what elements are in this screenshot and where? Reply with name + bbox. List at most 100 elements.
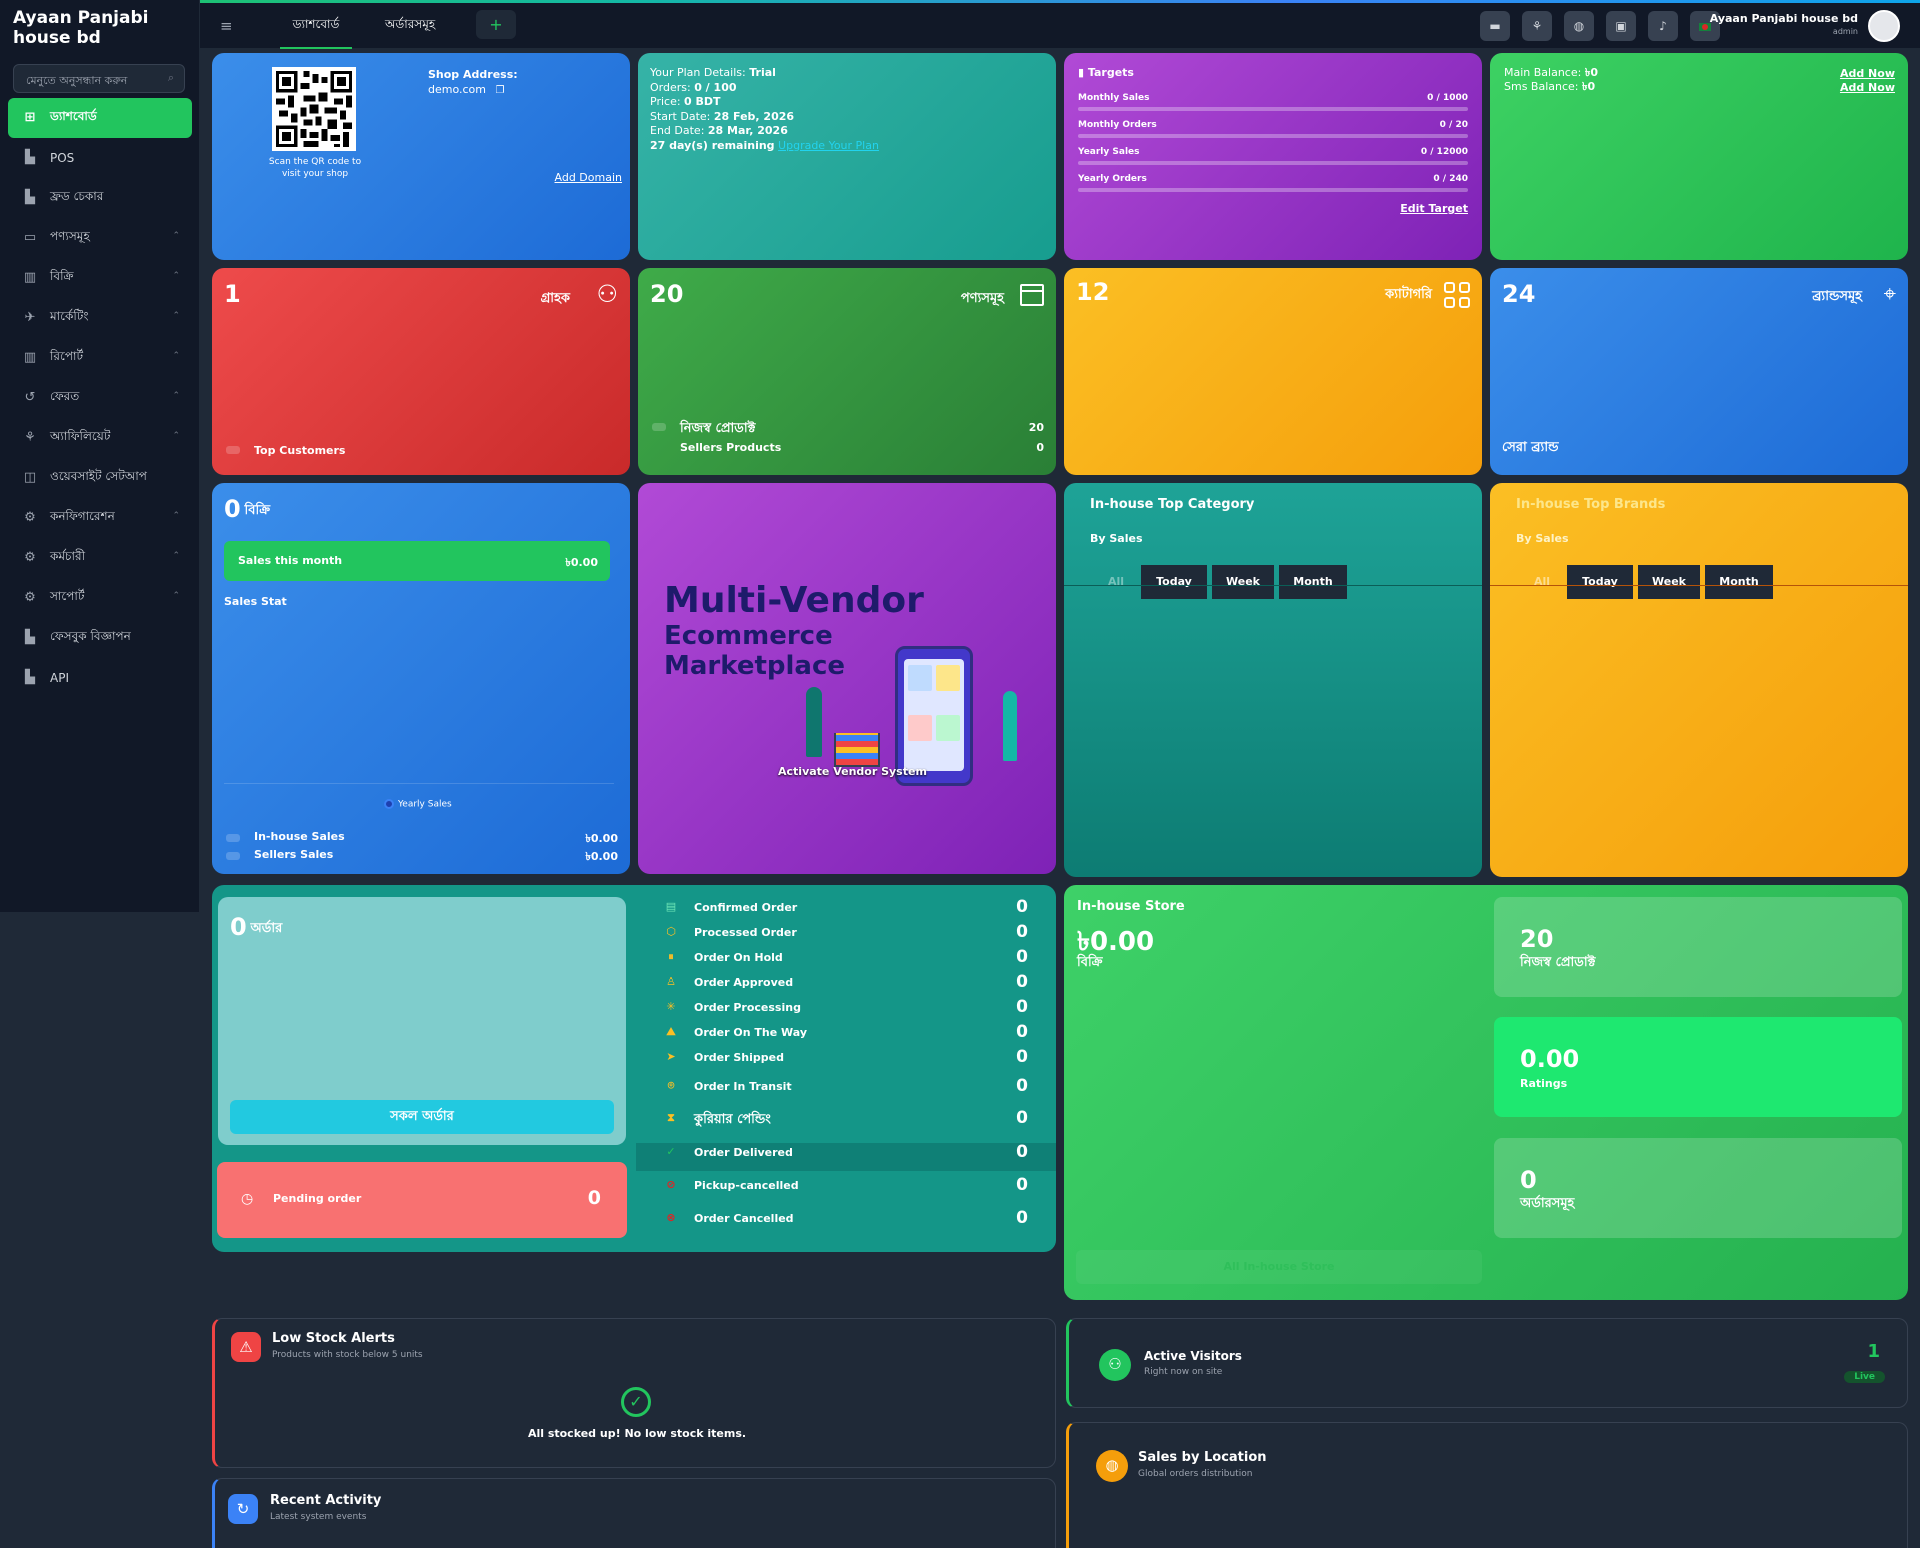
chevron-up-icon: ⌃ (172, 511, 180, 521)
globe-icon[interactable]: ◍ (1564, 11, 1594, 41)
low-stock-title: Low Stock Alerts (272, 1331, 395, 1346)
add-domain-link[interactable]: Add Domain (554, 171, 622, 184)
sidebar-item-8[interactable]: ⚘ অ্যাফিলিয়েট ⌃ (8, 418, 192, 458)
visitors-subtitle: Right now on site (1144, 1367, 1223, 1377)
category-filter-today[interactable]: Today (1141, 565, 1207, 599)
brand-filter-month[interactable]: Month (1705, 565, 1773, 599)
sidebar-item-13[interactable]: ▙ ফেসবুক বিজ্ঞাপন (8, 618, 192, 658)
customers-card[interactable]: 1 গ্রাহক ⚇ Top Customers (212, 268, 630, 475)
language-flag-icon[interactable] (1690, 11, 1720, 41)
sidebar-item-14[interactable]: ▙ API (8, 658, 192, 698)
target-progress-bar (1078, 107, 1468, 111)
order-status-row[interactable]: ⊘ Pickup-cancelled 0 (636, 1175, 1056, 1198)
balance-card: Main Balance: ৳0 Sms Balance: ৳0 Add Now… (1490, 53, 1908, 260)
refresh-icon: ↻ (228, 1494, 258, 1524)
sidebar-item-3[interactable]: ▭ পণ্যসমূহ ⌃ (8, 218, 192, 258)
chevron-up-icon: ⌃ (172, 591, 180, 601)
order-status-row[interactable]: ➤ Order Shipped 0 (636, 1047, 1056, 1070)
order-status-row[interactable]: ⛰ Order On The Way 0 (636, 1022, 1056, 1045)
hamburger-menu-icon[interactable]: ≡ (220, 17, 233, 35)
sales-chart-legend[interactable]: Yearly Sales (384, 799, 452, 810)
add-sms-balance-link[interactable]: Add Now (1839, 81, 1895, 94)
bell-icon[interactable]: ♪ (1648, 11, 1678, 41)
top-category-title: In-house Top Category (1090, 497, 1255, 512)
sidebar-item-2[interactable]: ▙ ফ্রড চেকার (8, 178, 192, 218)
sidebar-item-6[interactable]: ▥ রিপোর্ট ⌃ (8, 338, 192, 378)
products-card[interactable]: 20 পণ্যসমূহ নিজস্ব প্রোডাক্ট 20 Sellers … (638, 268, 1056, 475)
store-amount: ৳0.00 (1077, 927, 1155, 957)
category-filter-week[interactable]: Week (1212, 565, 1274, 599)
copy-icon[interactable]: ❐ (495, 85, 505, 96)
sidebar-item-9[interactable]: ◫ ওয়েবসাইট সেটআপ (8, 458, 192, 498)
order-status-row[interactable]: ⧗ কুরিয়ার পেন্ডিং 0 (636, 1108, 1056, 1131)
top-category-subtitle: By Sales (1090, 532, 1143, 545)
sidebar: Ayaan Panjabi house bd মেনুতে অনুসন্ধান … (0, 0, 200, 912)
store-icon[interactable]: ▣ (1606, 11, 1636, 41)
multivendor-promo-card[interactable]: Multi-Vendor Ecommerce Marketplace Activ… (638, 483, 1056, 874)
sidebar-item-4[interactable]: ▥ বিক্রি ⌃ (8, 258, 192, 298)
categories-card[interactable]: 12 ক্যাটাগরি (1064, 268, 1482, 475)
upgrade-plan-link[interactable]: Upgrade Your Plan (778, 138, 879, 152)
customers-swatch (226, 446, 240, 454)
order-status-row[interactable]: ⌾ Order In Transit 0 (636, 1076, 1056, 1099)
facebook-ad-icon: ▙ (25, 630, 35, 645)
sidebar-item-1[interactable]: ▙ POS (8, 138, 192, 178)
brands-card[interactable]: 24 ব্র্যান্ডসমূহ ⌖ সেরা ব্র্যান্ড (1490, 268, 1908, 475)
shop-address[interactable]: demo.com (428, 83, 486, 96)
category-filter-all[interactable]: All (1107, 575, 1125, 588)
sidebar-item-5[interactable]: ✈ মার্কেটিং ⌃ (8, 298, 192, 338)
target-value: 0 / 240 (1433, 174, 1468, 184)
order-status-label: Order Processing (694, 1001, 801, 1014)
sidebar-item-7[interactable]: ↺ ফেরত ⌃ (8, 378, 192, 418)
order-status-row[interactable]: ♙ Order Approved 0 (636, 972, 1056, 995)
avatar[interactable] (1868, 10, 1900, 42)
plan-start-label: Start Date: (650, 109, 711, 123)
order-status-row[interactable]: ✳ Order Processing 0 (636, 997, 1056, 1020)
user-info[interactable]: Ayaan Panjabi house bd admin (1710, 12, 1858, 38)
activate-vendor-button[interactable]: Activate Vendor System (778, 765, 927, 778)
target-row: Monthly Sales 0 / 1000 (1078, 93, 1468, 120)
pending-order-card[interactable]: ◷ Pending order 0 (217, 1162, 627, 1238)
orders-panel: 0 অর্ডার সকল অর্ডার ◷ Pending order 0 ▤ C… (212, 885, 1056, 1252)
approved-icon: ♙ (666, 975, 676, 988)
brand-filter-today[interactable]: Today (1567, 565, 1633, 599)
sidebar-item-0[interactable]: ⊞ ড্যাশবোর্ড (8, 98, 192, 138)
order-status-row[interactable]: ⏸ Order On Hold 0 (636, 947, 1056, 970)
brand-filter-all[interactable]: All (1533, 575, 1551, 588)
store-products-box: 20 নিজস্ব প্রোডাক্ট (1494, 897, 1902, 997)
sitemap-icon[interactable]: ⚘ (1522, 11, 1552, 41)
store-orders-label: অর্ডারসমূহ (1520, 1196, 1575, 1211)
promo-line2: Ecommerce (664, 621, 833, 651)
brand-filter-week[interactable]: Week (1638, 565, 1700, 599)
add-tab-button[interactable]: + (476, 10, 516, 39)
sidebar-item-12[interactable]: ⚙ সাপোর্ট ⌃ (8, 578, 192, 618)
plan-price-label: Price: (650, 95, 681, 108)
order-status-row[interactable]: ⊗ Order Cancelled 0 (636, 1208, 1056, 1231)
order-status-row[interactable]: ✓ Order Delivered 0 (636, 1142, 1056, 1171)
category-grid-icon (1444, 282, 1470, 308)
clock-icon: ◷ (241, 1191, 254, 1207)
order-status-row[interactable]: ▤ Confirmed Order 0 (636, 897, 1056, 920)
sidebar-item-10[interactable]: ⚙ কনফিগারেশন ⌃ (8, 498, 192, 538)
tab-dashboard[interactable]: ড্যাশবোর্ড (280, 16, 352, 49)
shop-address-label: Shop Address: (428, 68, 518, 81)
target-progress-bar (1078, 188, 1468, 192)
add-main-balance-link[interactable]: Add Now (1839, 67, 1895, 80)
chart-icon: ▮ (1078, 66, 1085, 79)
shop-address-value: demo.com ❐ (428, 83, 504, 96)
all-inhouse-store-button[interactable]: All In-house Store (1076, 1250, 1482, 1284)
chat-icon[interactable]: ▬ (1480, 11, 1510, 41)
activity-subtitle: Latest system events (270, 1512, 367, 1522)
tab-orders[interactable]: অর্ডারসমূহ (385, 17, 436, 31)
qr-caption: Scan the QR code to visit your shop (268, 157, 362, 179)
edit-target-link[interactable]: Edit Target (1400, 202, 1468, 215)
sidebar-item-11[interactable]: ⚙ কর্মচারী ⌃ (8, 538, 192, 578)
target-progress-bar (1078, 161, 1468, 165)
qr-code[interactable] (272, 67, 356, 151)
affiliate-icon: ⚘ (24, 430, 36, 445)
all-orders-button[interactable]: সকল অর্ডার (230, 1100, 614, 1134)
category-filter-month[interactable]: Month (1279, 565, 1347, 599)
order-status-row[interactable]: ⬡ Processed Order 0 (636, 922, 1056, 945)
menu-search-input[interactable]: মেনুতে অনুসন্ধান করুন ⌕ (13, 64, 185, 93)
plan-end-value: 28 Mar, 2026 (707, 124, 788, 137)
